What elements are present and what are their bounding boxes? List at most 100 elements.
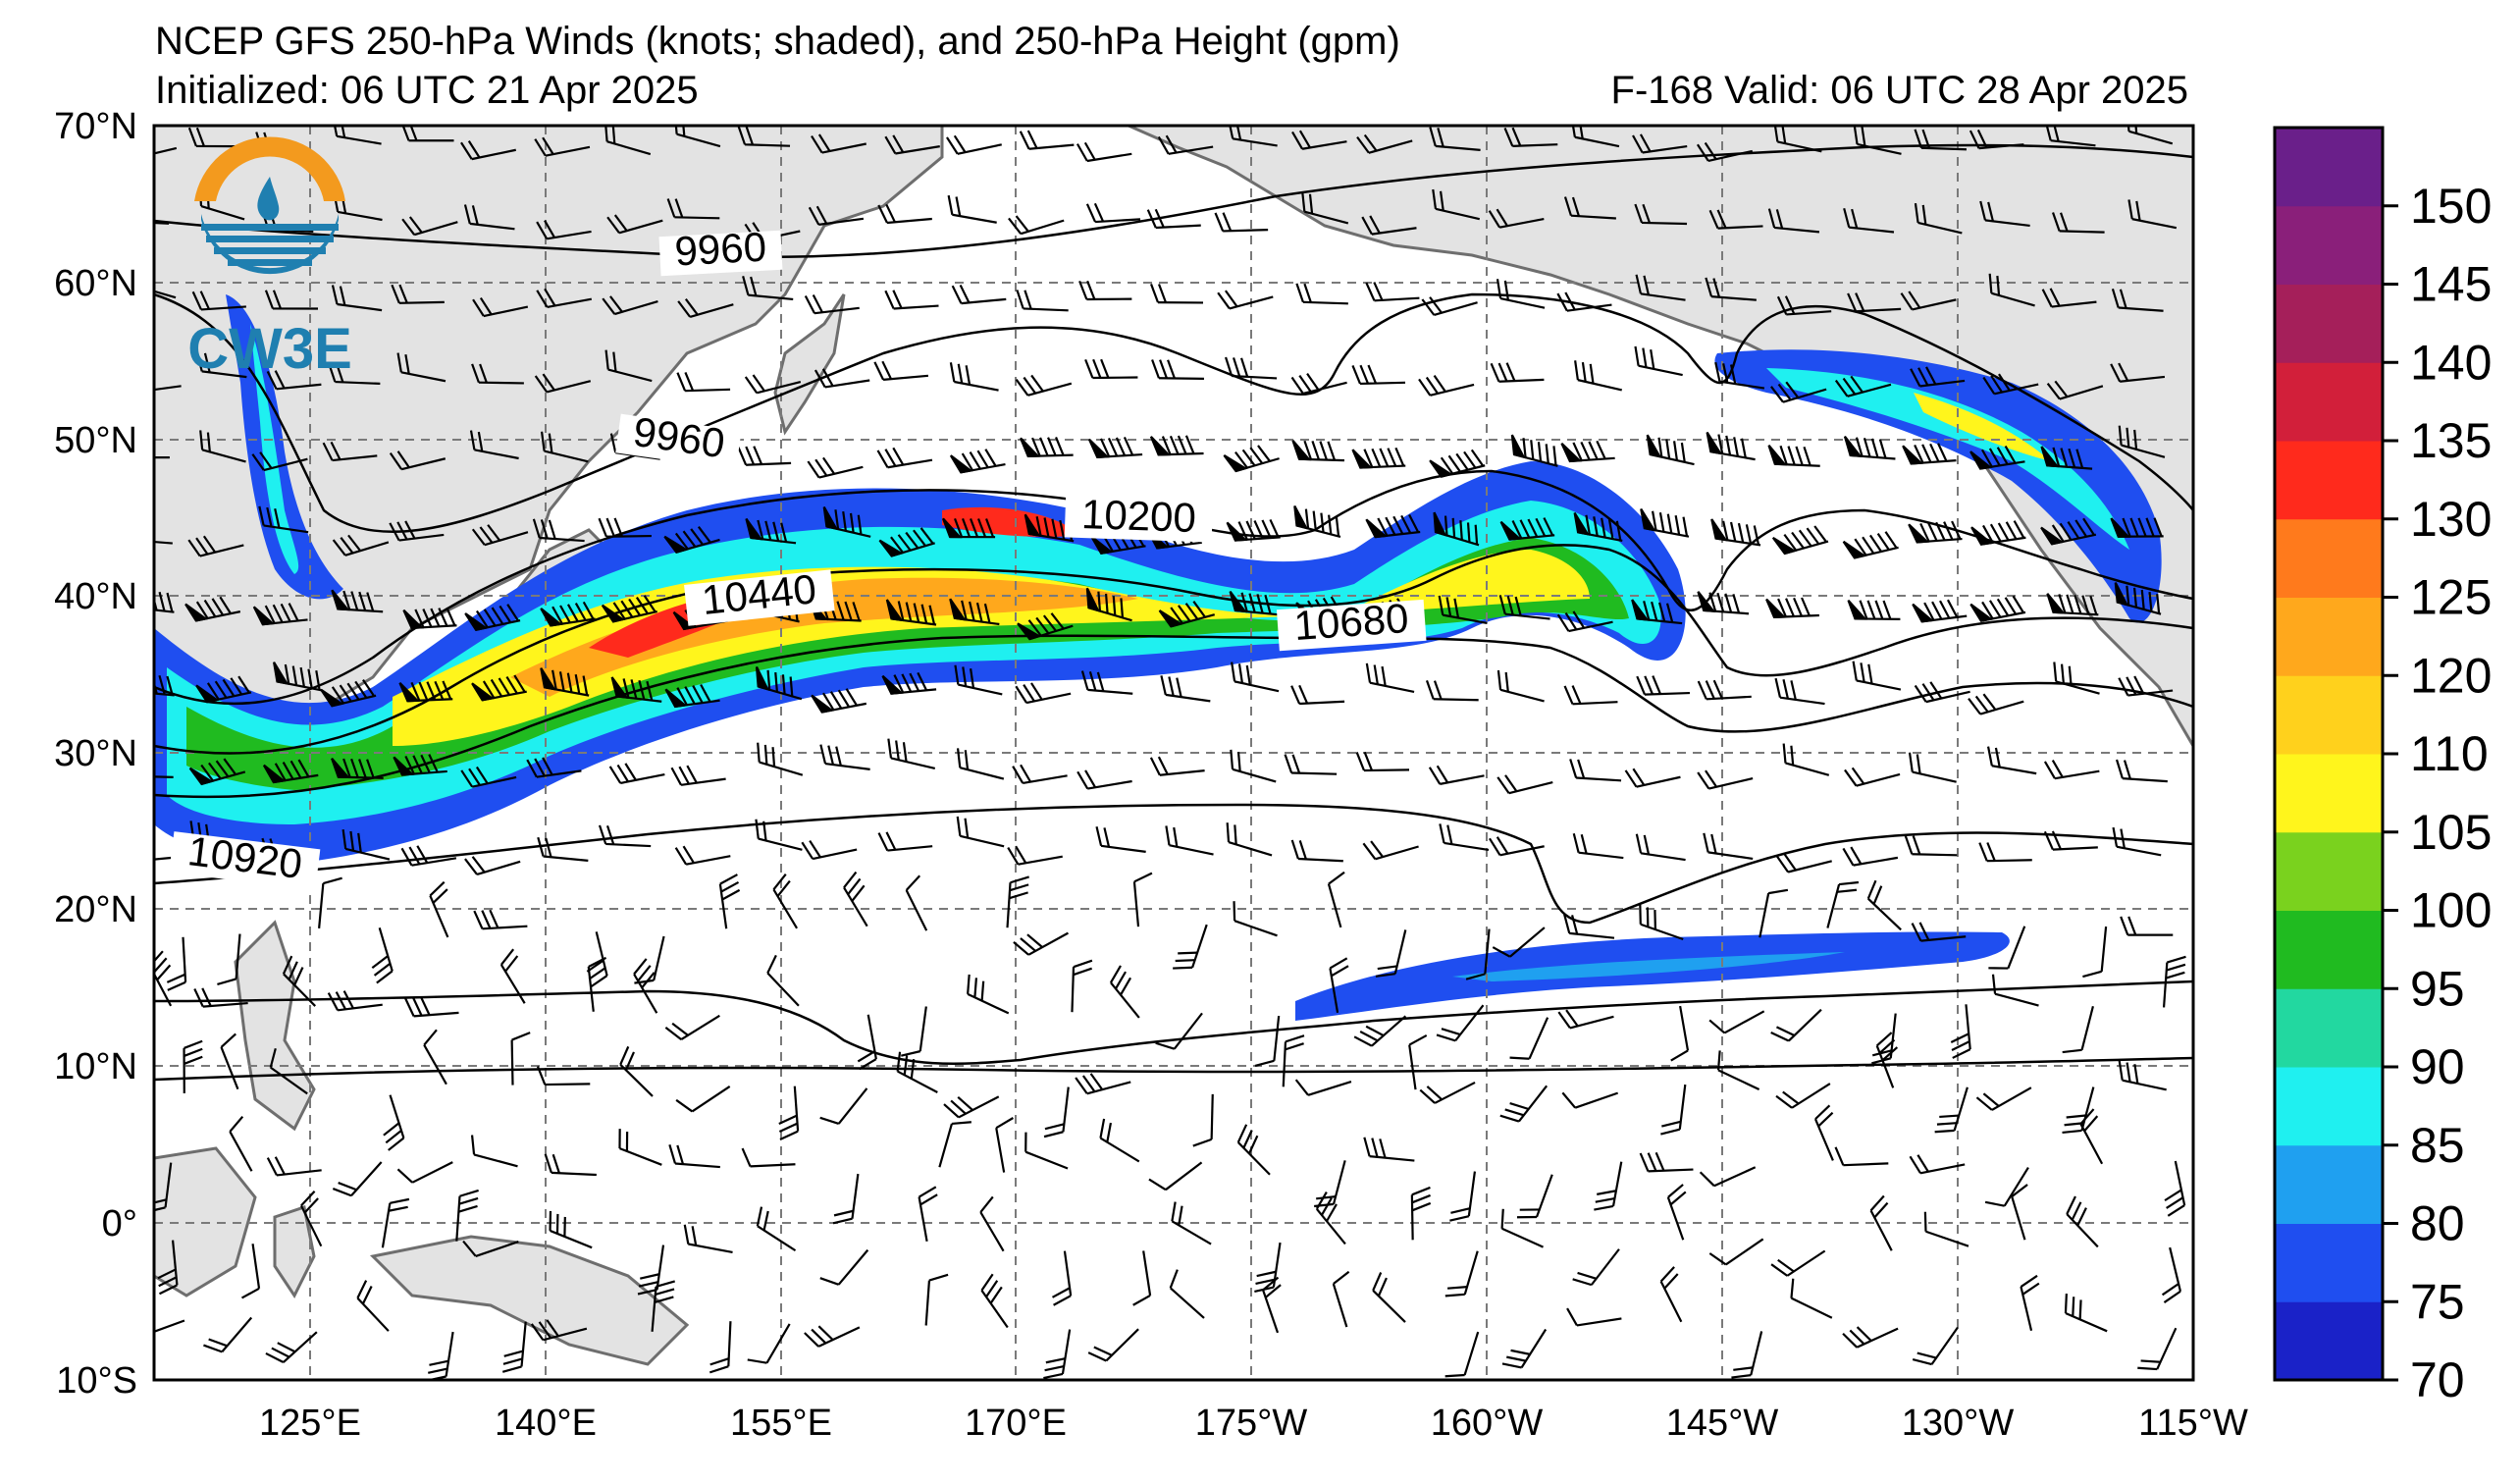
wind-barb <box>471 524 529 547</box>
wind-barb <box>1361 215 1417 236</box>
wind-barb <box>1432 188 1480 221</box>
wind-barb <box>951 284 1007 305</box>
wind-barb <box>1236 1124 1271 1176</box>
wind-barb <box>664 683 720 709</box>
colorbar-tick-label: 75 <box>2410 1274 2465 1329</box>
colorbar-swatch <box>2275 128 2383 207</box>
wind-barb <box>1561 1091 1619 1109</box>
wind-barb <box>381 1197 410 1248</box>
wind-barb <box>1908 520 1963 544</box>
wind-barb <box>1146 208 1201 230</box>
colorbar-tick-label: 105 <box>2410 805 2492 860</box>
colorbar-swatch <box>2275 1144 2383 1224</box>
wind-barb <box>318 876 342 928</box>
wind-barb <box>1020 437 1074 458</box>
wind-barb <box>154 950 173 1007</box>
wind-barb <box>2079 1108 2104 1165</box>
wind-barb <box>619 1045 654 1097</box>
wind-barb <box>1842 1326 1899 1349</box>
wind-barb <box>1078 280 1132 301</box>
wind-barb <box>1438 595 1488 625</box>
wind-barb <box>608 763 665 785</box>
wind-barb <box>1015 682 1072 705</box>
wind-barb <box>391 284 445 304</box>
height-contour <box>154 143 2193 259</box>
wind-barb <box>663 526 720 555</box>
wind-barb <box>1229 126 1278 147</box>
wind-barb <box>967 974 1010 1015</box>
lat-label: 20°N <box>54 889 137 930</box>
colorbar-swatch <box>2275 284 2383 363</box>
wind-barb <box>819 1087 868 1125</box>
wind-barb <box>1084 358 1138 380</box>
lat-label: 10°N <box>54 1046 137 1087</box>
wind-barb <box>1842 531 1899 559</box>
wind-barb <box>1991 974 2039 1007</box>
wind-barb <box>203 1316 253 1353</box>
wind-barb <box>814 368 870 389</box>
wind-barb <box>1419 1081 1476 1104</box>
wind-barb <box>332 1161 383 1197</box>
wind-barb <box>455 1189 479 1242</box>
wind-barb <box>1978 842 2032 863</box>
wind-barb <box>873 360 928 381</box>
wind-barb <box>807 456 864 479</box>
wind-barb <box>1842 846 1899 867</box>
wind-barb <box>887 738 936 770</box>
wind-barb <box>220 1033 239 1090</box>
colorbar-swatch <box>2275 1067 2383 1146</box>
wind-barb <box>884 134 940 155</box>
wind-barb <box>1351 447 1406 469</box>
wind-barb <box>1173 924 1208 970</box>
wind-barb <box>1226 518 1281 542</box>
wind-barb <box>1706 431 1756 461</box>
wind-barb <box>1852 661 1902 691</box>
wind-barb <box>1226 822 1273 857</box>
wind-barb <box>1223 445 1280 473</box>
wind-barb <box>979 1195 1005 1252</box>
wind-barb <box>1510 434 1558 467</box>
wind-barb <box>1904 835 1958 857</box>
wind-barb <box>1813 1104 1834 1161</box>
wind-barb <box>819 744 870 770</box>
wind-barb <box>501 1321 527 1373</box>
philippines-land <box>234 920 316 1132</box>
wind-barb <box>1639 1151 1694 1173</box>
wind-barb <box>463 204 515 231</box>
wind-barb <box>1085 587 1132 622</box>
wind-barb <box>265 1331 318 1364</box>
initialized-time: Initialized: 06 UTC 21 Apr 2025 <box>155 69 699 112</box>
wind-barb <box>1714 361 1765 390</box>
wind-barbs <box>154 126 2186 1380</box>
wind-barb <box>905 874 928 931</box>
wind-barb <box>606 214 663 235</box>
wind-barb <box>1699 1166 1757 1188</box>
wind-barb <box>1282 1034 1305 1087</box>
wind-barb <box>1169 1269 1205 1319</box>
wind-barb <box>1155 1012 1203 1050</box>
wind-barb <box>273 662 322 692</box>
wind-barb <box>1634 345 1683 377</box>
wind-barb <box>1429 449 1486 478</box>
wind-barb <box>282 955 317 1007</box>
lon-label: 170°E <box>965 1403 1067 1444</box>
wind-barb <box>1418 374 1475 397</box>
cw3e-logo: CW3E <box>187 136 352 381</box>
wind-barb <box>1192 1093 1214 1147</box>
wind-barb <box>1290 839 1343 863</box>
colorbar-swatch <box>2275 754 2383 833</box>
wind-barb <box>471 674 527 702</box>
wind-barb <box>356 1280 390 1332</box>
wind-barb <box>980 1273 1009 1329</box>
wind-barb <box>1365 662 1415 694</box>
wind-barb <box>473 909 528 930</box>
wind-barb <box>1632 133 1688 154</box>
wind-barb <box>674 845 731 866</box>
wind-barb <box>801 839 858 861</box>
wind-barb <box>332 534 390 556</box>
wind-barb <box>2137 1327 2178 1371</box>
lat-label: 50°N <box>54 420 137 461</box>
wind-barb <box>540 601 596 627</box>
lon-label: 145°W <box>1666 1403 1779 1444</box>
